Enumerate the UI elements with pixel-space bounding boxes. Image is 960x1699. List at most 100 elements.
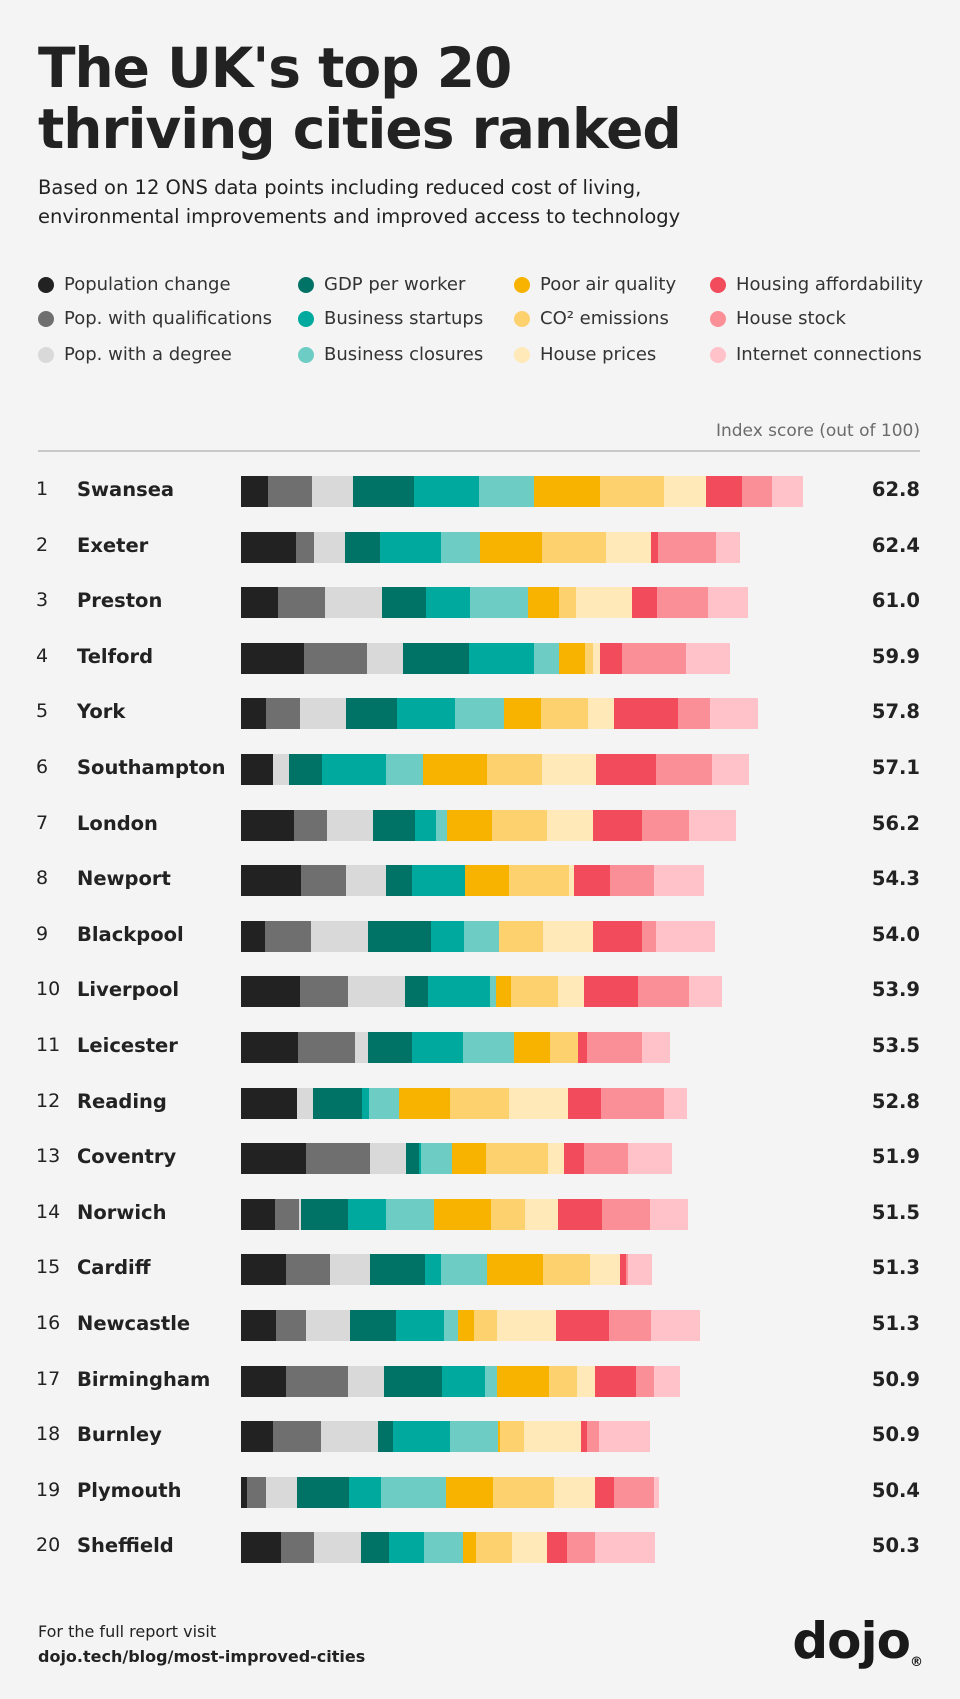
legend-label: Housing affordability: [736, 274, 924, 295]
legend-label: House prices: [540, 344, 657, 365]
bar-segment: [267, 476, 313, 507]
legend-swatch: [38, 276, 54, 293]
bar-segment: [514, 1032, 551, 1063]
bar-segment: [637, 976, 690, 1007]
bar-segment: [584, 643, 594, 674]
rank-label: 4: [36, 645, 49, 667]
rank-label: 20: [36, 1534, 61, 1556]
score-label: 59.9: [871, 645, 920, 668]
bar-segment: [297, 1477, 350, 1508]
bar-segment: [589, 1254, 621, 1285]
bar-segment: [314, 1532, 362, 1563]
bar-segment: [478, 476, 535, 507]
stacked-bar: [241, 865, 705, 896]
rank-label: 18: [36, 1423, 61, 1445]
bar-segment: [463, 1532, 476, 1563]
score-label: 62.8: [871, 478, 920, 501]
bar-segment: [650, 1199, 689, 1230]
city-label: Burnley: [77, 1423, 162, 1446]
bar-segment: [383, 1366, 443, 1397]
bar-segment: [272, 754, 290, 785]
bar-segment: [301, 865, 347, 896]
bar-segment: [497, 1366, 550, 1397]
bar-segment: [583, 976, 639, 1007]
bar-segment: [396, 1310, 445, 1341]
bar-segment: [313, 1088, 363, 1119]
bar-segment: [614, 698, 678, 729]
city-label: London: [77, 812, 158, 835]
bar-segment: [540, 698, 589, 729]
bar-segment: [440, 1254, 488, 1285]
bar-segment: [241, 1254, 287, 1285]
chart-legend: Population change Pop. with qualification…: [38, 274, 938, 394]
index-score-label: Index score (out of 100): [715, 421, 920, 441]
page-title: The UK's top 20 thriving cities ranked: [38, 36, 682, 161]
bar-segment: [549, 1366, 577, 1397]
legend-label: Business startups: [324, 308, 484, 329]
bar-segment: [349, 1477, 382, 1508]
bar-segment: [241, 1421, 273, 1452]
report-link[interactable]: dojo.tech/blog/most-improved-cities: [38, 1647, 366, 1666]
title-line-2: thriving cities ranked: [38, 97, 682, 161]
bar-segment: [348, 1366, 385, 1397]
legend-label: CO² emissions: [540, 308, 669, 329]
bar-segment: [580, 1421, 588, 1452]
bar-segment: [346, 698, 398, 729]
bar-segment: [366, 643, 404, 674]
bar-segment: [491, 810, 548, 841]
city-label: Swansea: [77, 478, 175, 501]
bar-segment: [541, 754, 597, 785]
city-row: 12 Reading 52.8: [0, 1088, 960, 1119]
bar-segment: [641, 1032, 670, 1063]
bar-segment: [385, 754, 423, 785]
legend-item: Business startups: [298, 308, 483, 329]
score-label: 57.1: [871, 756, 920, 779]
rank-label: 12: [36, 1090, 61, 1112]
bar-segment: [504, 698, 542, 729]
bar-segment: [772, 476, 804, 507]
bar-segment: [241, 1366, 287, 1397]
bar-segment: [564, 1143, 585, 1174]
bar-segment: [241, 643, 305, 674]
bar-segment: [405, 976, 428, 1007]
bar-segment: [241, 1477, 248, 1508]
bar-segment: [592, 921, 643, 952]
city-label: Southampton: [77, 756, 226, 779]
bar-segment: [547, 810, 594, 841]
title-line-1: The UK's top 20: [38, 36, 512, 100]
bar-segment: [296, 532, 315, 563]
subtitle-line-2: environmental improvements and improved …: [38, 205, 681, 228]
stacked-bar: [241, 643, 730, 674]
bar-segment: [500, 1421, 524, 1452]
bar-segment: [350, 1310, 397, 1341]
bar-segment: [523, 1421, 581, 1452]
bar-segment: [594, 1477, 615, 1508]
bar-segment: [568, 1088, 602, 1119]
bar-segment: [277, 587, 325, 618]
stacked-bar: [241, 1143, 672, 1174]
subtitle-line-1: Based on 12 ONS data points including re…: [38, 176, 642, 199]
score-label: 50.3: [871, 1534, 920, 1557]
bar-segment: [399, 1088, 451, 1119]
city-label: York: [77, 700, 126, 723]
legend-label: Poor air quality: [540, 274, 677, 295]
city-label: Sheffield: [77, 1534, 174, 1557]
bar-segment: [311, 921, 368, 952]
bar-segment: [594, 1532, 656, 1563]
bar-segment: [484, 1366, 498, 1397]
bar-segment: [469, 587, 528, 618]
bar-segment: [450, 1421, 499, 1452]
bar-segment: [475, 1532, 513, 1563]
bar-segment: [573, 865, 611, 896]
bar-segment: [463, 1032, 515, 1063]
city-row: 6 Southampton 57.1: [0, 754, 960, 785]
bar-segment: [685, 643, 730, 674]
city-label: Blackpool: [77, 923, 184, 946]
bar-segment: [415, 810, 437, 841]
bar-segment: [346, 865, 387, 896]
legend-label: Pop. with a degree: [64, 344, 232, 365]
bar-segment: [444, 1310, 459, 1341]
bar-segment: [558, 976, 585, 1007]
stacked-bar: [241, 921, 715, 952]
bar-segment: [241, 810, 295, 841]
